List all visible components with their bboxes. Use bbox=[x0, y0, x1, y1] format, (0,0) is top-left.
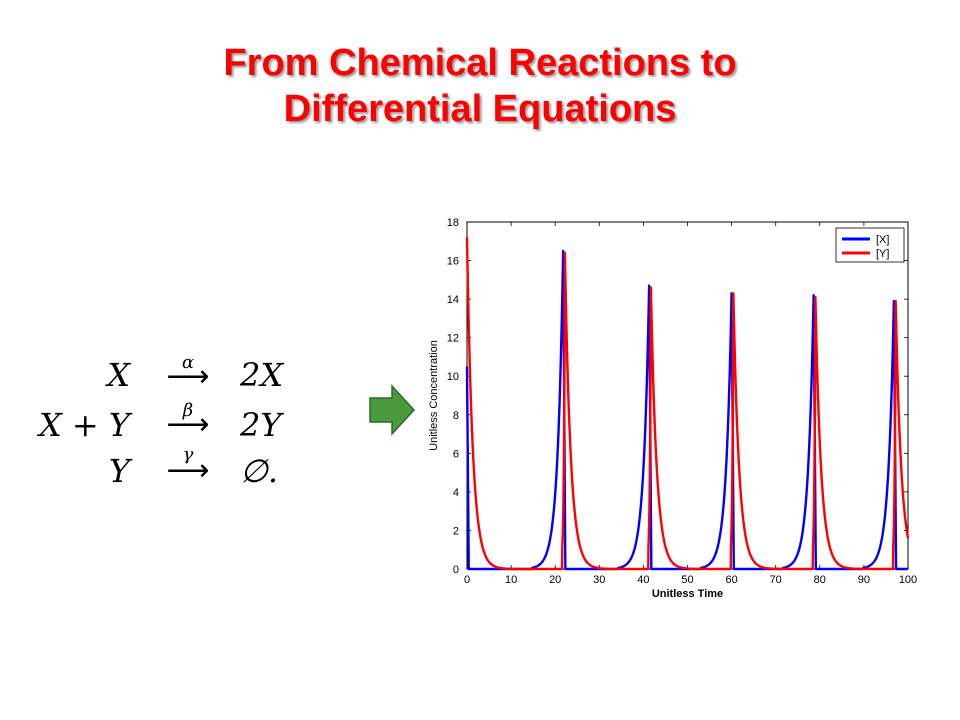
slide-title-line-2: Differential Equations bbox=[283, 88, 677, 130]
reaction-1-rate: α bbox=[181, 352, 195, 373]
x-tick-label: 50 bbox=[681, 574, 693, 586]
y-tick-label: 8 bbox=[453, 410, 459, 422]
x-tick-label: 70 bbox=[770, 574, 782, 586]
y-tick-label: 0 bbox=[453, 564, 459, 576]
reaction-3-rate: γ bbox=[182, 444, 194, 465]
x-tick-label: 10 bbox=[505, 574, 517, 586]
y-tick-label: 10 bbox=[447, 371, 459, 383]
reaction-1-arrow: ⟶ bbox=[166, 359, 210, 394]
reaction-equations: X α ⟶ 2X X + Y β ⟶ 2Y Y γ ⟶ ∅. bbox=[30, 345, 330, 495]
legend-label: [X] bbox=[876, 234, 889, 246]
reaction-2-reactants: X + Y bbox=[38, 406, 130, 444]
concentration-chart: 0 10 20 30 40 50 60 70 80 90 100 0 2 4 6 8 10 12 14 16 18 Uni… bbox=[428, 217, 917, 600]
x-tick-label: 60 bbox=[725, 574, 737, 586]
x-tick-label: 90 bbox=[858, 574, 870, 586]
legend-label: [Y] bbox=[876, 248, 889, 260]
y-axis-label: Unitless Concentration bbox=[428, 340, 440, 451]
right-arrow-icon bbox=[369, 384, 416, 436]
y-tick-label: 2 bbox=[453, 525, 459, 537]
slide-title-line-1: From Chemical Reactions to bbox=[223, 42, 737, 84]
y-tick-label: 14 bbox=[447, 294, 459, 306]
reaction-3-reactants: Y bbox=[108, 452, 130, 490]
reaction-2-rate: β bbox=[182, 400, 194, 421]
reaction-2-arrow: ⟶ bbox=[166, 407, 210, 442]
y-tick-label: 4 bbox=[453, 487, 459, 499]
y-tick-label: 6 bbox=[453, 448, 459, 460]
y-tick-label: 12 bbox=[447, 333, 459, 345]
y-tick-label: 16 bbox=[447, 256, 459, 268]
x-tick-label: 40 bbox=[637, 574, 649, 586]
x-tick-label: 0 bbox=[464, 574, 470, 586]
y-tick-label: 18 bbox=[447, 217, 459, 229]
x-tick-label: 30 bbox=[593, 574, 605, 586]
reaction-1-reactants: X bbox=[107, 356, 130, 394]
reaction-2-products: 2Y bbox=[240, 406, 282, 444]
x-axis-label: Unitless Time bbox=[652, 588, 723, 600]
reaction-3-products: ∅. bbox=[240, 452, 279, 490]
x-tick-label: 80 bbox=[814, 574, 826, 586]
series-line-y bbox=[465, 237, 910, 571]
x-tick-label: 100 bbox=[899, 574, 917, 586]
slide-title: From Chemical Reactions to Differential … bbox=[0, 40, 960, 132]
plot-frame bbox=[466, 221, 909, 570]
legend-box bbox=[835, 227, 905, 263]
reaction-1-products: 2X bbox=[240, 356, 284, 394]
x-tick-label: 20 bbox=[549, 574, 561, 586]
reaction-3-arrow: ⟶ bbox=[166, 453, 210, 488]
